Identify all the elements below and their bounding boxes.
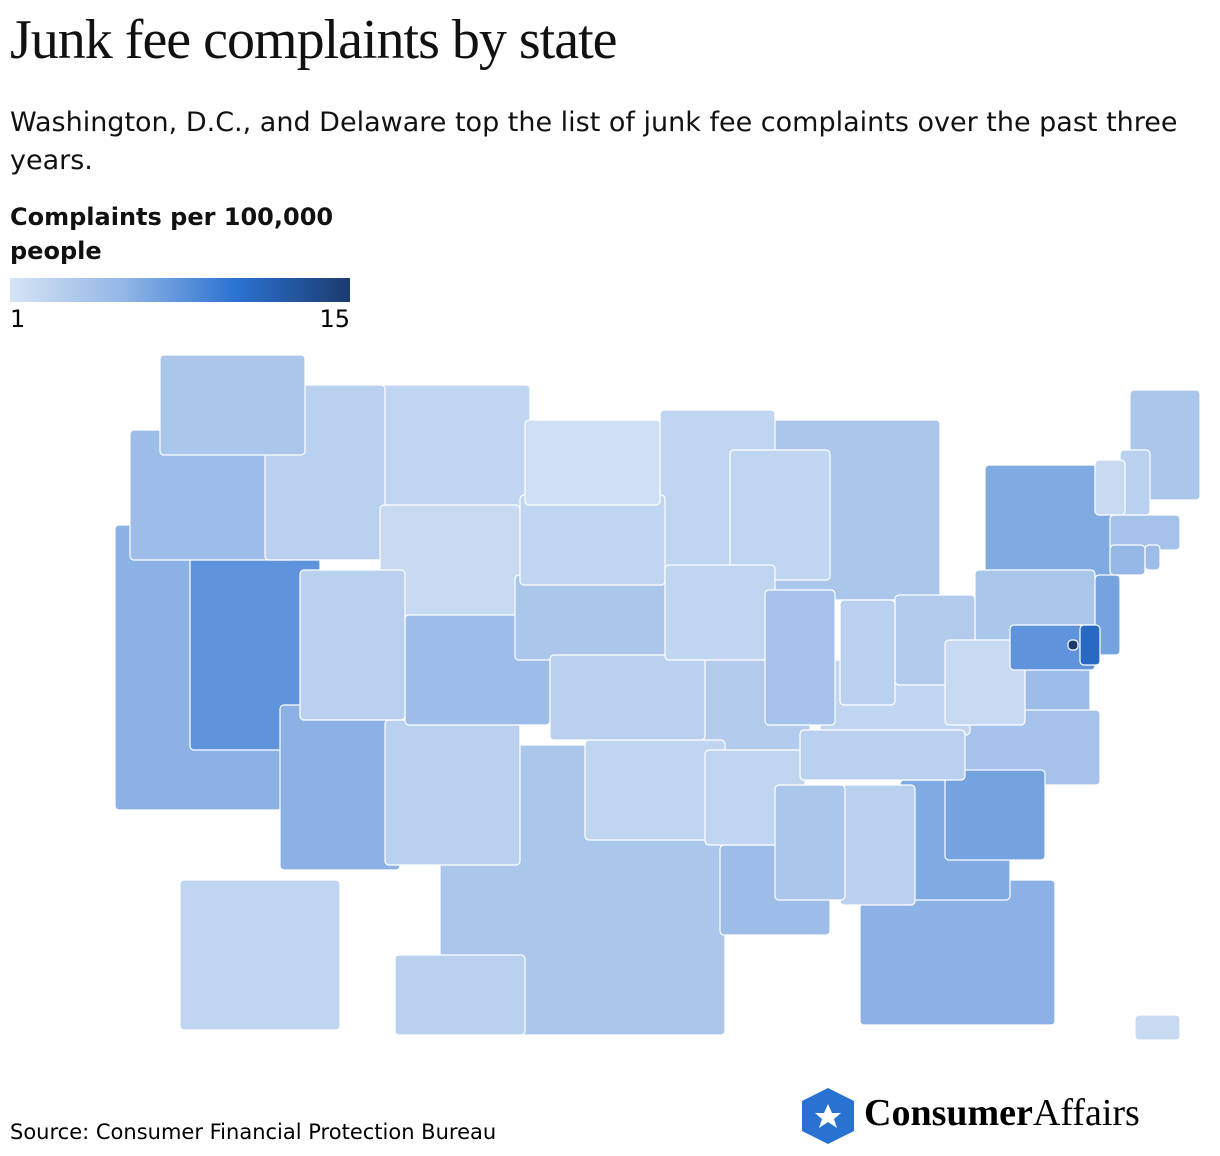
state — [549, 654, 706, 741]
logo-star — [815, 1104, 841, 1128]
colorbar-tick-label: 1 — [10, 305, 25, 333]
state — [584, 739, 726, 841]
logo-bold: Consumer — [864, 1092, 1033, 1134]
state — [944, 769, 1046, 861]
state — [839, 784, 916, 906]
state — [1094, 574, 1121, 656]
state — [394, 954, 526, 1036]
state — [279, 704, 401, 871]
state — [839, 599, 896, 706]
colorbar-tick-label: 15 — [319, 305, 350, 333]
state — [519, 494, 666, 586]
state — [944, 639, 1026, 726]
state — [299, 569, 406, 721]
state — [774, 784, 846, 901]
state — [514, 574, 681, 661]
source: Source: Consumer Financial Protection Bu… — [10, 1120, 496, 1144]
state — [1094, 459, 1126, 516]
state — [764, 589, 836, 726]
state — [1109, 544, 1146, 576]
title: Junk fee complaints by state — [10, 9, 618, 71]
state — [729, 449, 831, 581]
subtitle: Washington, D.C., and Delaware top the l… — [10, 107, 1178, 176]
state — [384, 719, 521, 866]
colorbar — [10, 278, 350, 302]
logo-text: ConsumerAffairs — [864, 1092, 1140, 1134]
state — [664, 564, 776, 661]
state — [1079, 624, 1101, 666]
state — [1067, 639, 1079, 651]
logo: ConsumerAffairs — [802, 1088, 1140, 1144]
state — [179, 879, 341, 1031]
state — [159, 354, 306, 456]
state — [524, 419, 661, 506]
state — [799, 729, 966, 781]
logo-regular: Affairs — [1033, 1092, 1140, 1134]
state — [1134, 1014, 1181, 1041]
state — [1144, 544, 1161, 571]
legend-title: Complaints per 100,000 people — [10, 203, 334, 265]
states — [114, 354, 1201, 1041]
